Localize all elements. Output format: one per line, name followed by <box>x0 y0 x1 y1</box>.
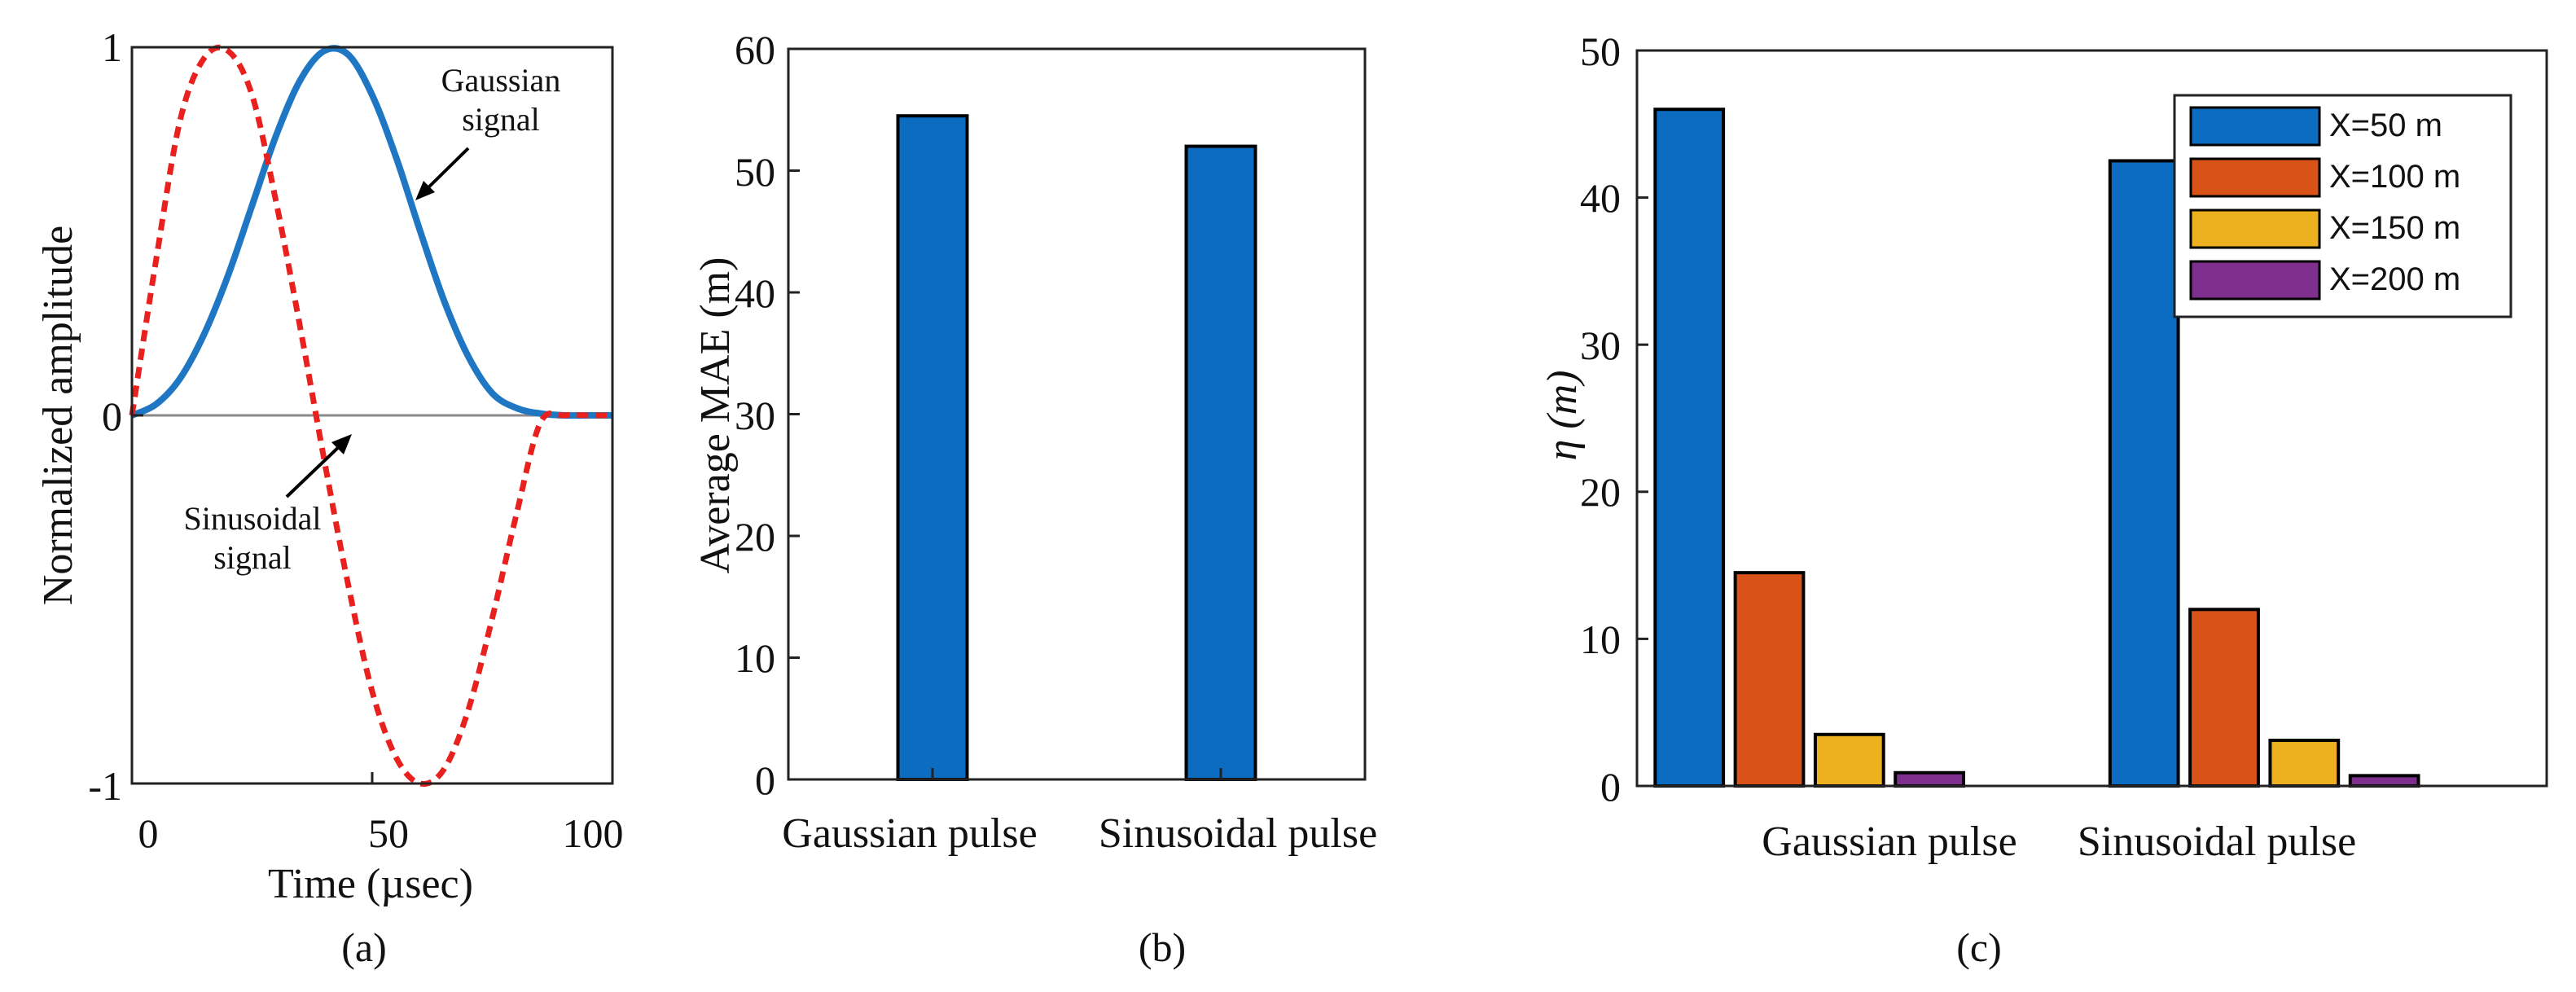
legend-label: X=50 m <box>2329 108 2442 143</box>
bar-2-1 <box>2268 739 2341 788</box>
panel-a: 1 0 -1 0 50 100 Time (µsec) Normalized a… <box>35 24 624 970</box>
arrowhead <box>415 181 435 200</box>
y-axis-label: Average MAE (m) <box>692 257 739 574</box>
legend-swatch-0 <box>2189 106 2321 147</box>
panel-a-series <box>129 44 612 787</box>
x-axis-label: Time (µsec) <box>268 861 473 907</box>
bar-3-0 <box>1894 770 1966 788</box>
annotation-signal: signal <box>213 539 292 576</box>
panel-c: 0 10 20 30 40 50 Gaussian pulse Sinusoid… <box>1539 29 2548 970</box>
panel-c-frame <box>1635 49 2548 788</box>
panel-a-ticks <box>130 46 614 785</box>
caption-b: (b) <box>1139 924 1186 970</box>
y-tick-label: 30 <box>735 393 775 438</box>
legend-label: X=200 m <box>2329 261 2460 297</box>
y-tick-label: 60 <box>735 27 775 72</box>
panel-b-bars <box>896 114 1257 782</box>
x-tick-label: 0 <box>138 810 159 856</box>
panel-c-bars <box>1653 108 2420 788</box>
legend: X=50 m X=100 m X=150 m X=200 m <box>2173 94 2512 318</box>
bar-1 <box>1184 144 1257 782</box>
y-tick-label: 40 <box>735 270 775 316</box>
legend-swatch-2 <box>2189 208 2321 249</box>
caption-a: (a) <box>341 924 387 970</box>
y-tick-label: 20 <box>735 514 775 560</box>
y-tick-label: 0 <box>1600 764 1621 810</box>
bar-2-0 <box>1813 732 1885 788</box>
arrow-line <box>420 147 470 195</box>
panel-c-ticks <box>1637 49 1648 788</box>
legend-swatch-1 <box>2189 157 2321 198</box>
caption-c: (c) <box>1956 924 2002 970</box>
arrow-line <box>285 441 345 498</box>
arrowhead <box>331 434 352 454</box>
y-tick-label: 10 <box>735 635 775 681</box>
y-tick-label: -1 <box>88 763 122 809</box>
y-tick-label: 20 <box>1580 469 1621 515</box>
legend-swatch-3 <box>2189 260 2321 301</box>
x-tick-label: Gaussian pulse <box>1762 819 2016 865</box>
annotation-signal: signal <box>462 101 540 138</box>
x-tick-label: Sinusoidal pulse <box>1099 810 1377 857</box>
annotation-gaussian: Gaussian <box>441 62 561 99</box>
series-line-1 <box>129 44 612 787</box>
y-tick-label: 0 <box>102 393 122 439</box>
bar-1-0 <box>1733 571 1806 788</box>
y-tick-label: 50 <box>735 149 775 195</box>
bar-1-1 <box>2188 608 2260 788</box>
y-tick-label: 30 <box>1580 323 1621 368</box>
bar-3-1 <box>2348 774 2420 788</box>
y-tick-label: 50 <box>1580 29 1621 74</box>
panel-b-ticks <box>788 47 1222 781</box>
series-line-0 <box>130 45 612 419</box>
bar-0-1 <box>2108 159 2180 788</box>
x-tick-label: Gaussian pulse <box>782 810 1037 857</box>
y-tick-label: 10 <box>1580 617 1621 662</box>
x-tick-label: 50 <box>368 810 409 856</box>
panel-b: 0 10 20 30 40 50 60 Gaussian pulse Sinus… <box>692 27 1377 970</box>
legend-entries <box>2189 106 2321 301</box>
annotation-sinusoidal: Sinusoidal <box>184 500 322 537</box>
x-tick-label: Sinusoidal pulse <box>2078 819 2356 865</box>
panel-b-frame <box>787 47 1367 781</box>
x-tick-label: 100 <box>563 810 624 856</box>
bar-0-0 <box>1653 108 1726 788</box>
legend-label: X=150 m <box>2329 210 2460 246</box>
y-tick-label: 0 <box>755 757 775 803</box>
y-axis-label: Normalized amplitude <box>35 226 81 605</box>
legend-label: X=100 m <box>2329 159 2460 195</box>
bar-0 <box>896 114 969 782</box>
y-tick-label: 40 <box>1580 175 1621 221</box>
y-tick-label: 1 <box>102 24 122 70</box>
y-axis-label: η (m) <box>1539 371 1586 461</box>
